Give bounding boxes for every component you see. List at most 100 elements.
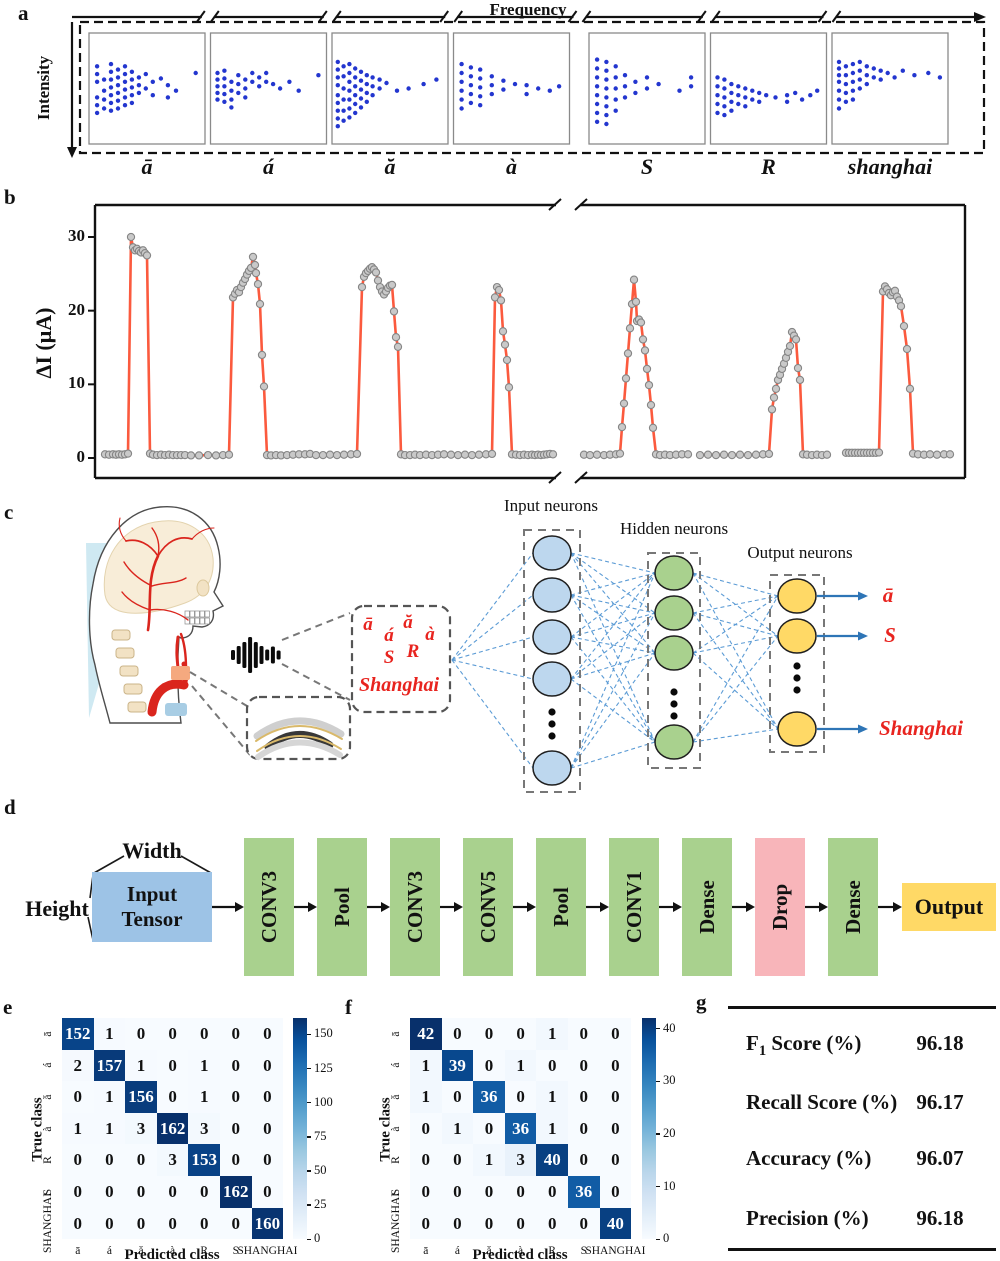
hidden-neurons (654, 555, 694, 760)
matrix-cell: 0 (599, 1018, 632, 1050)
metric-value: 96.07 (916, 1146, 964, 1170)
scatter-points (836, 59, 943, 111)
matrix-cell: 1 (536, 1081, 568, 1113)
scatter-box (831, 32, 949, 145)
phoneme-red-label: R (406, 641, 420, 662)
matrix-cell: 0 (62, 1207, 94, 1240)
nn-output-label: S (884, 623, 896, 647)
matrix-col-label: ā (423, 1245, 429, 1258)
cnn-layer-box (609, 838, 659, 976)
input-tensor-box (92, 872, 212, 942)
metric-label: Accuracy (%) (746, 1146, 872, 1170)
matrix-cell: 3 (125, 1112, 157, 1145)
matrix-cell: 0 (156, 1207, 189, 1240)
matrix-cell: 0 (188, 1176, 220, 1208)
scatter-points (459, 61, 562, 111)
metric-label: F1 Score (%) (746, 1031, 862, 1060)
metric-value: 96.17 (916, 1090, 964, 1114)
phoneme-red-label: S (383, 647, 395, 668)
metric-value: 96.18 (916, 1031, 964, 1055)
phoneme-red-label: à (425, 624, 435, 645)
matrix-cell: 0 (251, 1112, 284, 1145)
output-box-label: Output (914, 894, 984, 919)
matrix-cell: 0 (220, 1018, 252, 1050)
matrix-cell: 0 (568, 1049, 600, 1082)
matrix-col-label: S (232, 1245, 239, 1258)
matrix-cell: 0 (220, 1081, 252, 1113)
colorbar-tick-label: 100 (314, 1094, 333, 1109)
g-table-bottom-rule (728, 1248, 996, 1251)
matrix-cell: 0 (410, 1207, 442, 1240)
matrix-cell: 3 (188, 1112, 220, 1145)
matrix-cell: 157 (93, 1049, 126, 1082)
matrix-col-label: á (106, 1245, 112, 1258)
cnn-layer-box (536, 838, 586, 976)
matrix-cell: 0 (473, 1112, 505, 1145)
matrix-cell: 156 (125, 1081, 157, 1113)
colorbar-tick-label: 50 (314, 1162, 327, 1177)
matrix-cell: 153 (188, 1144, 220, 1176)
input-tensor-label: Input Tensor (121, 882, 183, 931)
matrix-cell: 0 (568, 1112, 600, 1145)
matrix-col-label: ă (138, 1245, 144, 1258)
matrix-cell: 0 (251, 1081, 284, 1113)
matrix-cell: 1 (93, 1112, 126, 1145)
cnn-layer-box (390, 838, 440, 976)
signal-line (104, 235, 185, 457)
cnn-layer-box (755, 838, 805, 976)
colorbar-tick-label: 10 (663, 1178, 676, 1193)
cnn-layer-label: Dense (695, 880, 719, 934)
matrix-cell: 0 (251, 1018, 284, 1050)
scatter-box (452, 32, 571, 145)
panel-f-letter: f (345, 995, 352, 1019)
input-neurons-label: Input neurons (504, 496, 598, 515)
panel-a-letter: a (18, 1, 29, 25)
matrix-cell: 0 (410, 1144, 442, 1176)
matrix-cell: 0 (599, 1049, 632, 1082)
matrix-cell: 0 (441, 1207, 474, 1240)
matrix-cell: 40 (536, 1144, 568, 1176)
matrix-cell: 1 (536, 1112, 568, 1145)
panel-b (88, 198, 967, 484)
matrix-cell: 0 (568, 1081, 600, 1113)
matrix-cell: 0 (441, 1144, 474, 1176)
scatter-points (715, 75, 820, 118)
matrix-cell: 0 (62, 1144, 94, 1176)
panel-g-letter: g (696, 990, 707, 1014)
phoneme-dashed-box (350, 604, 452, 714)
matrix-cell: 0 (156, 1049, 189, 1082)
signal-markers (695, 327, 832, 460)
matrix-cell: 1 (473, 1144, 505, 1176)
phoneme-red-label: ă (403, 612, 413, 633)
matrix-cell: 1 (410, 1049, 442, 1082)
colorbar-tick-label: 25 (314, 1197, 327, 1212)
colorbar-tick-label: 0 (314, 1231, 321, 1246)
colorbar-tick (656, 1185, 660, 1188)
panel-b-letter: b (4, 185, 16, 209)
signal-markers (841, 282, 955, 459)
matrix-cell: 0 (410, 1176, 442, 1208)
matrix-cell: 0 (599, 1112, 632, 1145)
signal-markers (186, 252, 315, 460)
matrix-cell: 39 (441, 1049, 474, 1082)
signal-line (583, 278, 688, 457)
matrix-cell: 2 (62, 1049, 94, 1082)
matrix-cell: 1 (504, 1049, 537, 1082)
matrix-cell: 0 (441, 1018, 474, 1050)
matrix-col-label: R (548, 1245, 557, 1258)
matrix-cell: 36 (504, 1112, 537, 1145)
matrix-cell: 152 (62, 1018, 94, 1050)
panel-d (87, 838, 996, 976)
panel-d-letter: d (4, 795, 16, 819)
g-table-top-rule (728, 1006, 996, 1009)
b-tick-label: 20 (68, 300, 85, 319)
colorbar-tick-label: 40 (663, 1020, 676, 1035)
matrix-cell: 0 (93, 1176, 126, 1208)
matrix-cell: 0 (504, 1207, 537, 1240)
matrix-row-label: SHANGHAI (390, 1193, 402, 1254)
hidden-neurons-label: Hidden neurons (619, 519, 729, 538)
head-illustration (86, 505, 225, 724)
matrix-col-label: ă (486, 1245, 492, 1258)
matrix-cell: 36 (473, 1081, 505, 1113)
